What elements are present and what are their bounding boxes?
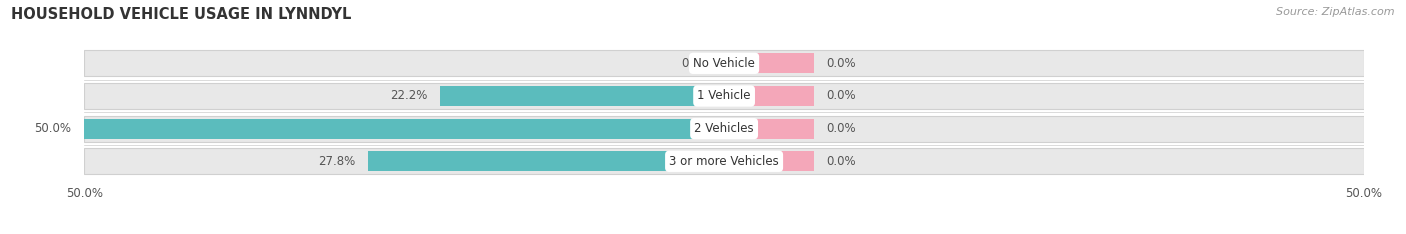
- Bar: [724, 151, 814, 172]
- Bar: [84, 148, 1364, 174]
- Bar: [84, 119, 724, 139]
- Text: 0.0%: 0.0%: [827, 57, 856, 70]
- Text: 3 or more Vehicles: 3 or more Vehicles: [669, 155, 779, 168]
- Bar: [84, 116, 1364, 142]
- Bar: [84, 83, 1364, 109]
- Text: 0.0%: 0.0%: [682, 57, 711, 70]
- Bar: [724, 86, 814, 106]
- Bar: [440, 86, 724, 106]
- Bar: [368, 151, 724, 172]
- Text: 27.8%: 27.8%: [318, 155, 356, 168]
- Text: No Vehicle: No Vehicle: [693, 57, 755, 70]
- Text: 2 Vehicles: 2 Vehicles: [695, 122, 754, 135]
- Text: 1 Vehicle: 1 Vehicle: [697, 89, 751, 102]
- Text: 50.0%: 50.0%: [35, 122, 72, 135]
- Bar: [724, 53, 814, 73]
- Text: 0.0%: 0.0%: [827, 122, 856, 135]
- Text: 0.0%: 0.0%: [827, 155, 856, 168]
- Text: HOUSEHOLD VEHICLE USAGE IN LYNNDYL: HOUSEHOLD VEHICLE USAGE IN LYNNDYL: [11, 7, 352, 22]
- Bar: [84, 50, 1364, 77]
- Bar: [724, 119, 814, 139]
- Text: 0.0%: 0.0%: [827, 89, 856, 102]
- Text: Source: ZipAtlas.com: Source: ZipAtlas.com: [1277, 7, 1395, 17]
- Text: 22.2%: 22.2%: [389, 89, 427, 102]
